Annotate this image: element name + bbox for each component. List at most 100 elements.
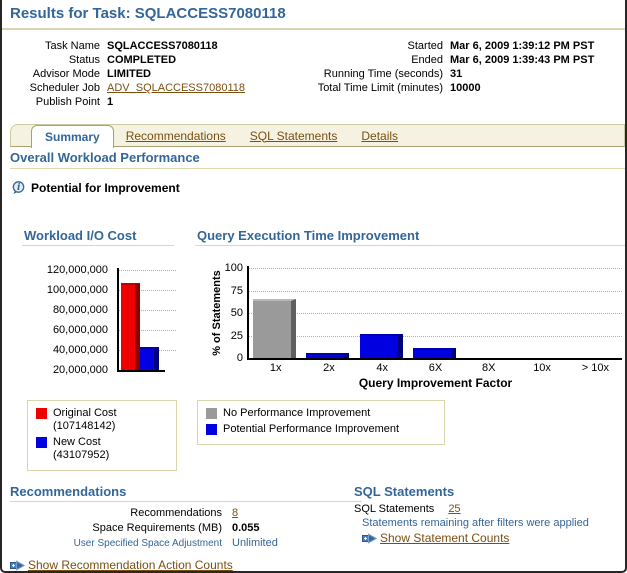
gridline (119, 290, 176, 291)
x-category-label: 2x (323, 362, 335, 374)
detail-value: 10000 (450, 82, 481, 94)
bar-original-cost (121, 283, 140, 370)
sql-statements-count-link[interactable]: 25 (448, 503, 461, 515)
overall-workload-performance-header: Overall Workload Performance (10, 150, 200, 165)
recommendations-rows: Recommendations 8 Space Requirements (MB) 0… (10, 506, 368, 551)
y-tick-label: 120,000,000 (46, 264, 108, 276)
legend-entry: No Performance Improvement (206, 407, 436, 420)
section-rule (22, 245, 174, 246)
detail-row: Status COMPLETED (10, 53, 245, 67)
gridline (249, 335, 622, 337)
x-category-label: 8X (482, 362, 496, 374)
bar-1x (253, 299, 296, 358)
show-recommendation-action-counts-link[interactable]: Show Recommendation Action Counts (28, 558, 233, 572)
bar-6x (412, 348, 456, 358)
detail-row: Running Time (seconds) 31 (280, 67, 594, 81)
detail-value: LIMITED (107, 68, 151, 80)
tab-recommendations[interactable]: Recommendations (125, 128, 226, 143)
section-rule (195, 245, 625, 246)
gridline (119, 310, 176, 311)
gridline (249, 313, 622, 314)
detail-value: Mar 6, 2009 1:39:43 PM PST (450, 54, 595, 66)
y-tick-label: 75 (230, 284, 243, 297)
bar-new-cost (140, 347, 159, 370)
x-axis (117, 370, 165, 372)
y-tick-label: 50 (230, 307, 243, 319)
detail-label: Started (407, 40, 443, 52)
sql-statements-label: SQL Statements (354, 503, 435, 515)
x-category-label: 6X (428, 362, 443, 374)
legend-text: New Cost (43107952) (53, 436, 109, 462)
detail-value: SQLACCESS7080118 (107, 40, 218, 52)
legend-text: Potential Performance Improvement (223, 423, 399, 436)
bar-2x (306, 353, 350, 358)
space-requirements-mb-label: Space Requirements (MB) (92, 522, 222, 534)
sql-statements-row: SQL Statements 25 (354, 501, 625, 517)
workload-io-cost-header: Workload I/O Cost (24, 228, 137, 243)
x-category-label: 1x (269, 362, 282, 374)
recommendations-count-link[interactable]: 8 (232, 507, 239, 519)
x-category-label: 4x (376, 362, 389, 374)
legend-label: Original Cost (53, 407, 117, 419)
tab-label: Summary (45, 130, 100, 144)
recommendations-label: Recommendations (130, 507, 222, 519)
detail-row: Total Time Limit (minutes) 10000 (280, 81, 594, 95)
y-tick-label: 20,000,000 (52, 364, 108, 376)
show-recommendation-action-counts: Show Recommendation Action Counts (10, 558, 368, 572)
tab-sql-statements[interactable]: SQL Statements (249, 128, 338, 143)
detail-value: 31 (450, 68, 463, 80)
y-tick-label: 25 (230, 329, 243, 342)
detail-row: Publish Point 1 (10, 95, 245, 109)
info-icon: i (12, 181, 25, 194)
detail-value: COMPLETED (107, 54, 177, 66)
legend-entry: Potential Performance Improvement (206, 423, 436, 436)
legend-label: No Performance Improvement (223, 407, 371, 419)
recommendation-row: Space Requirements (MB) 0.055 (10, 521, 368, 536)
gridline (249, 268, 622, 269)
x-axis-label: Query Improvement Factor (358, 376, 513, 390)
task-details-right: Started Mar 6, 2009 1:39:12 PM PST Ended Ma… (280, 39, 595, 95)
tab-summary[interactable]: Summary (31, 125, 114, 148)
section-rule (10, 501, 362, 502)
y-tick-label: 60,000,000 (52, 324, 108, 336)
legend-text: Original Cost (107148142) (53, 407, 117, 433)
space-requirements-mb-value: 0.055 (232, 522, 260, 534)
detail-label: Ended (411, 54, 443, 66)
y-axis (117, 268, 119, 372)
legend-sublabel: (107148142) (53, 420, 116, 432)
detail-row: Ended Mar 6, 2009 1:39:43 PM PST (280, 53, 594, 67)
scheduler-job-link[interactable]: ADV_SQLACCESS7080118 (107, 82, 245, 94)
detail-label: Advisor Mode (32, 68, 100, 80)
query-execution-time-improvement-header: Query Execution Time Improvement (197, 228, 420, 243)
legend-swatch (36, 408, 47, 419)
svg-text:i: i (17, 183, 21, 193)
detail-value: 1 (107, 96, 114, 108)
user-specified-space-adjustment-value: Unlimited (232, 537, 278, 549)
y-tick-label: 80,000,000 (52, 304, 108, 316)
y-tick-label: 40,000,000 (52, 344, 108, 356)
expand-icon[interactable] (362, 532, 377, 544)
detail-row: Started Mar 6, 2009 1:39:12 PM PST (280, 39, 595, 53)
detail-row: Scheduler Job ADV_SQLACCESS7080118 (10, 81, 245, 95)
io-cost-legend: Original Cost (107148142) New Cost (4310795… (27, 400, 177, 471)
show-statement-counts-link[interactable]: Show Statement Counts (380, 531, 510, 545)
detail-label: Running Time (seconds) (323, 68, 443, 80)
expand-icon[interactable] (10, 559, 25, 571)
tab-details[interactable]: Details (361, 128, 399, 143)
recommendation-row: User Specified Space Adjustment Unlimited (10, 536, 368, 551)
improvement-legend: No Performance Improvement Potential Perf… (197, 400, 445, 445)
recommendations-header: Recommendations (10, 484, 127, 499)
x-axis (247, 358, 622, 360)
tab-bar: Summary Recommendations SQL Statements Deta… (10, 124, 625, 148)
detail-label: Publish Point (35, 96, 100, 108)
legend-swatch (206, 408, 217, 419)
section-rule (10, 168, 625, 169)
title-rule (2, 28, 625, 30)
sql-statements-note: Statements remaining after filters were … (362, 517, 589, 529)
sql-statements-section: SQL Statements SQL Statements 25 Statemen… (354, 484, 625, 545)
potential-for-improvement: i Potential for Improvement (12, 181, 180, 195)
legend-label: New Cost (53, 436, 101, 448)
x-category-label: 10x (533, 362, 551, 374)
detail-label: Task Name (44, 40, 100, 52)
